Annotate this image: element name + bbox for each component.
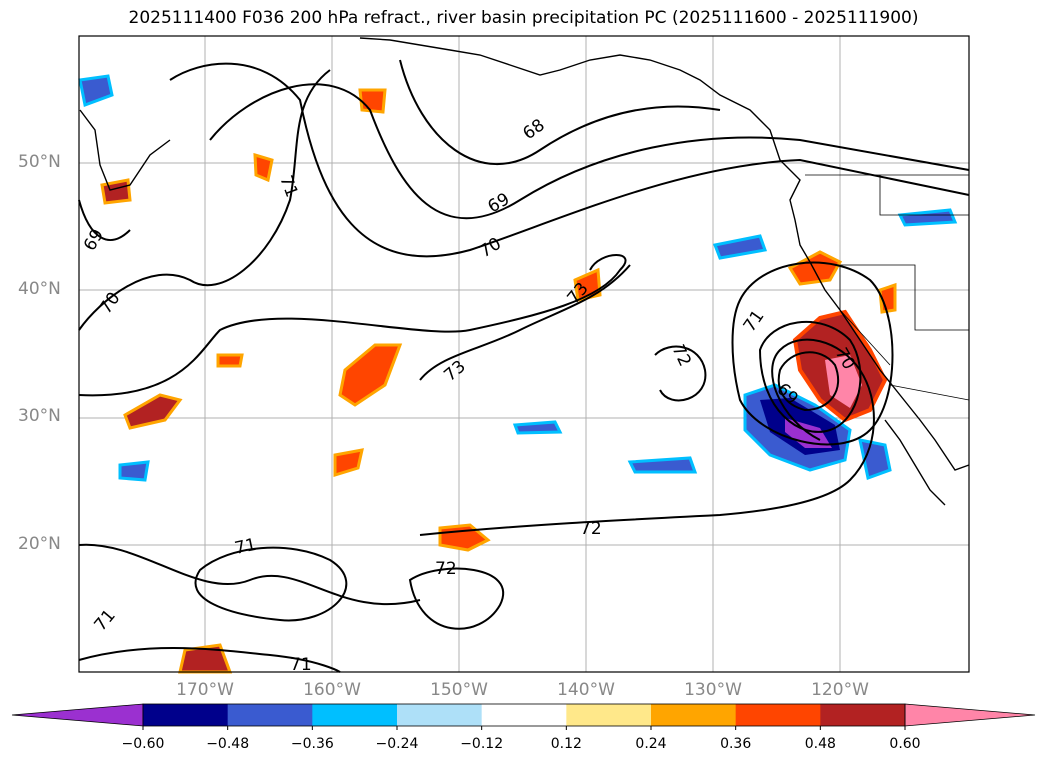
colorbar-segment bbox=[143, 704, 229, 726]
contour-71-bottom bbox=[78, 647, 341, 673]
precip-patch bbox=[333, 448, 364, 478]
kamchatka-coast bbox=[79, 109, 171, 191]
contour-label: 72 bbox=[435, 559, 457, 579]
lon-label-140w: 140°W bbox=[557, 680, 615, 700]
state-border bbox=[840, 264, 969, 331]
map-frame bbox=[78, 35, 970, 673]
contour-68 bbox=[399, 59, 721, 166]
precip-patch bbox=[787, 250, 843, 286]
contour-70 bbox=[169, 62, 970, 258]
contour-71-west bbox=[78, 69, 331, 331]
colorbar-border bbox=[142, 703, 906, 727]
colorbar-tick-label: 0.24 bbox=[635, 736, 667, 752]
contour-69-west bbox=[78, 199, 131, 241]
lat-label-40n: 40°N bbox=[18, 279, 61, 299]
baja-coast bbox=[884, 419, 946, 506]
colorbar-tick-label: −0.12 bbox=[460, 736, 504, 752]
precip-patch bbox=[123, 393, 183, 430]
precip-patch bbox=[78, 74, 114, 108]
colorbar-tick-label: −0.36 bbox=[290, 736, 334, 752]
precip-patch bbox=[216, 353, 244, 368]
state-border bbox=[879, 175, 969, 216]
precip-patch bbox=[338, 343, 403, 407]
colorbar-extend-min bbox=[11, 703, 144, 727]
colorbar bbox=[11, 703, 1036, 730]
contour-71-loop bbox=[194, 546, 348, 622]
precip-patch bbox=[712, 234, 768, 260]
contour-72 bbox=[419, 338, 875, 536]
lon-label-160w: 160°W bbox=[303, 680, 361, 700]
contour-73-inner bbox=[419, 264, 631, 381]
contour-72-east bbox=[654, 345, 707, 402]
colorbar-segment bbox=[227, 704, 313, 726]
contour-72-loop bbox=[408, 567, 504, 630]
colorbar-segment bbox=[820, 704, 906, 726]
refractivity-contours bbox=[78, 59, 970, 673]
contour-70-east bbox=[758, 320, 862, 433]
colorbar-tick-label: 0.60 bbox=[889, 736, 921, 752]
colorbar-tick-label: −0.60 bbox=[121, 736, 165, 752]
coastlines bbox=[79, 37, 970, 506]
precip-patch bbox=[118, 460, 150, 482]
precip-patch bbox=[512, 420, 563, 435]
lon-label-150w: 150°W bbox=[430, 680, 488, 700]
contour-73 bbox=[78, 254, 627, 397]
colorbar-segment bbox=[566, 704, 652, 726]
precip-patch bbox=[858, 438, 892, 481]
us-mexico-border bbox=[889, 384, 970, 401]
map-title: 2025111400 F036 200 hPa refract., river … bbox=[128, 8, 919, 28]
colorbar-tick-label: 0.48 bbox=[804, 736, 836, 752]
colorbar-tick-label: −0.24 bbox=[375, 736, 419, 752]
precip-positive-patches bbox=[100, 88, 897, 674]
colorbar-segment bbox=[481, 704, 567, 726]
colorbar-tick-label: −0.48 bbox=[206, 736, 250, 752]
lat-label-30n: 30°N bbox=[18, 406, 61, 426]
colorbar-extend-max bbox=[904, 703, 1036, 727]
lon-label-120w: 120°W bbox=[811, 680, 869, 700]
colorbar-segment bbox=[735, 704, 821, 726]
lon-label-170w: 170°W bbox=[176, 680, 234, 700]
contour-label: 71 bbox=[233, 535, 258, 559]
north-america-coast bbox=[359, 37, 970, 471]
contour-71-east bbox=[731, 261, 894, 446]
colorbar-segment bbox=[312, 704, 398, 726]
contour-label: 72 bbox=[580, 519, 602, 539]
contour-label: 71 bbox=[290, 655, 312, 675]
contour-69-east bbox=[777, 351, 840, 412]
precip-patch bbox=[358, 88, 387, 114]
colorbar-tick-label: 0.36 bbox=[720, 736, 752, 752]
precip-patch bbox=[253, 152, 274, 183]
lon-label-130w: 130°W bbox=[684, 680, 742, 700]
precip-patch bbox=[627, 456, 698, 474]
colorbar-tick-label: 0.12 bbox=[550, 736, 582, 752]
contour-71-south bbox=[78, 543, 421, 606]
precip-patch bbox=[897, 208, 958, 227]
borders bbox=[805, 174, 970, 401]
colorbar-segment bbox=[651, 704, 737, 726]
state-border bbox=[839, 265, 891, 366]
precip-patch bbox=[100, 178, 132, 205]
colorbar-segment bbox=[397, 704, 483, 726]
lat-label-20n: 20°N bbox=[18, 534, 61, 554]
contour-69 bbox=[209, 83, 970, 220]
lat-label-50n: 50°N bbox=[18, 152, 61, 172]
